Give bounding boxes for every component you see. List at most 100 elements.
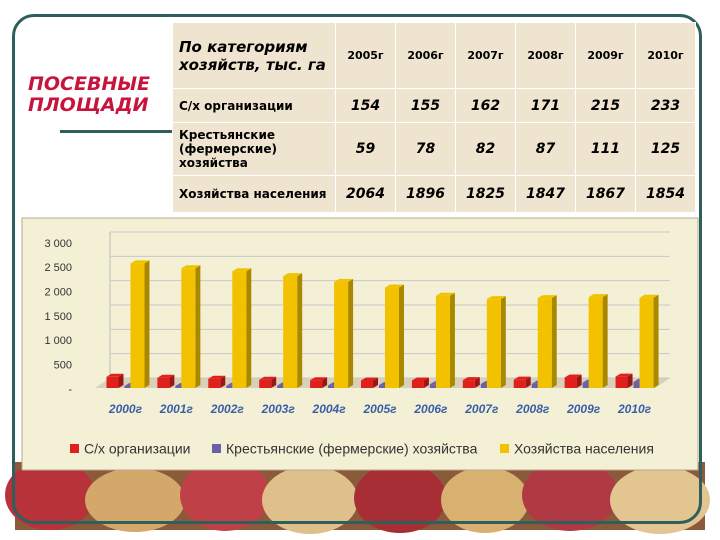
bar [310, 380, 323, 388]
table-cell: 1847 [515, 175, 576, 213]
legend-swatch [70, 444, 79, 453]
bar-side [297, 273, 303, 388]
x-tick-label: 2000г [108, 402, 143, 416]
bar [181, 268, 196, 388]
bar [259, 379, 272, 388]
x-tick-label: 2009г [566, 402, 601, 416]
bar-top [435, 292, 455, 296]
data-table: По категориям хозяйств, тыс. га 2005г 2006… [172, 22, 696, 213]
bar [639, 297, 654, 388]
bar-side [423, 377, 429, 388]
bar-top [283, 273, 303, 277]
table-cell: 2009г [575, 22, 636, 89]
bar-side [399, 284, 404, 388]
x-tick-label: 2001г [159, 402, 194, 416]
y-tick-label: - [68, 384, 72, 396]
bar-top [310, 377, 328, 381]
table-cell: 171 [515, 88, 576, 123]
bar-top [157, 374, 175, 378]
table-cell: 1896 [395, 175, 456, 213]
x-tick-label: 2007г [464, 402, 499, 416]
bar-side [653, 294, 659, 388]
bar-side [627, 373, 633, 388]
table-cell: 87 [515, 122, 576, 176]
y-tick-label: 3 000 [44, 238, 72, 250]
title-rule [60, 130, 172, 133]
bar-side [271, 376, 277, 388]
table-row: Крестьянские (фермерские) хозяйства 59 78 8… [172, 122, 696, 176]
y-tick-label: 1 000 [44, 335, 72, 347]
table-cell: 154 [335, 88, 396, 123]
slide-frame [12, 14, 702, 524]
table-cell: 215 [575, 88, 636, 123]
bar-side [118, 373, 124, 388]
x-tick-label: 2003г [261, 402, 296, 416]
bar-top [462, 377, 480, 381]
bar [283, 276, 298, 388]
bar-side [322, 377, 328, 388]
bar-side [246, 268, 252, 388]
legend-label: Хозяйства населения [514, 441, 654, 457]
table-row: По категориям хозяйств, тыс. га 2005г 2006… [172, 22, 696, 89]
table-cell: 233 [635, 88, 696, 123]
bar-top [564, 374, 582, 378]
table-row: С/х организации 154 155 162 171 215 233 [172, 88, 696, 123]
x-tick-label: 2005г [362, 402, 397, 416]
x-tick-label: 2006г [413, 402, 448, 416]
bar-top [181, 265, 201, 269]
bar [208, 378, 221, 388]
bar [588, 297, 603, 388]
table-cell: 2005г [335, 22, 396, 89]
bar-side [195, 265, 201, 388]
table-cell: 2006г [395, 22, 456, 89]
bar [462, 380, 475, 388]
bar-top [232, 268, 252, 272]
table-cell: С/х организации [172, 88, 336, 123]
bar-top [513, 376, 531, 380]
y-tick-label: 2 000 [44, 287, 72, 299]
bar [537, 298, 552, 388]
bar [435, 295, 450, 388]
bar-side [500, 296, 506, 388]
bar-top [486, 296, 506, 300]
table-cell: По категориям хозяйств, тыс. га [172, 22, 336, 89]
table-cell: 2008г [515, 22, 576, 89]
bar [615, 376, 628, 388]
table-cell: 155 [395, 88, 456, 123]
bar-side [551, 295, 557, 388]
bar [157, 377, 170, 388]
bar-top [537, 295, 557, 299]
bar [361, 380, 373, 388]
table-cell: 1825 [455, 175, 516, 213]
y-tick-label: 500 [54, 360, 72, 372]
table-cell: Хозяйства населения [172, 175, 336, 213]
potatoes [5, 459, 710, 534]
bar [106, 376, 119, 388]
bar-top [411, 377, 429, 381]
bar [334, 281, 349, 388]
bar-top [334, 278, 354, 282]
bar-side [602, 294, 608, 388]
table-cell: 125 [635, 122, 696, 176]
table-cell: 2010г [635, 22, 696, 89]
table-cell: 111 [575, 122, 636, 176]
slide-title: ПОСЕВНЫЕ ПЛОЩАДИ [28, 73, 151, 116]
table-cell: 82 [455, 122, 516, 176]
bar-top [639, 294, 659, 298]
bar-side [576, 374, 582, 388]
bar [411, 380, 424, 388]
bar-top [385, 284, 404, 288]
table-cell: 1854 [635, 175, 696, 213]
bar-side [144, 260, 150, 388]
bar [486, 299, 501, 388]
bar-side [449, 292, 455, 388]
bar [564, 377, 577, 388]
bar [232, 271, 247, 388]
bar-side [169, 374, 175, 388]
bar [513, 379, 526, 388]
bar-top [106, 373, 124, 377]
table-cell: 2007г [455, 22, 516, 89]
bar-side [220, 375, 226, 388]
